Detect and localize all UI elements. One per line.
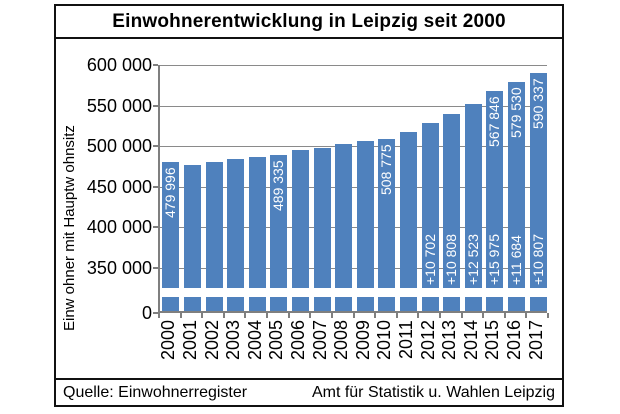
x-tick-label-2003: 2003 [223, 320, 244, 361]
bar-2010 [378, 138, 396, 311]
bar-2015 [486, 91, 504, 311]
bar-2005 [270, 154, 288, 311]
x-tick-label-2014: 2014 [460, 320, 481, 361]
chart-frame: Einwohnerentwicklung in Leipzig seit 200… [54, 4, 564, 407]
y-tick-label-550000: 550 000 [86, 95, 152, 116]
x-tick-label-2017: 2017 [525, 320, 546, 361]
y-tick-label-350000: 350 000 [86, 257, 152, 278]
y-tick-0 [153, 312, 158, 314]
y-tick-label-600000: 600 000 [86, 55, 152, 75]
bar-value-label-2005: 489 335 [270, 159, 287, 211]
x-tick-label-2008: 2008 [331, 320, 352, 361]
gridline-600000 [160, 65, 547, 66]
x-tick-15 [482, 313, 485, 318]
chart-title-bar: Einwohnerentwicklung in Leipzig seit 200… [56, 6, 562, 39]
x-tick-label-2005: 2005 [266, 320, 287, 361]
gridline-350000 [160, 267, 547, 269]
bar-delta-label-2015: +15 975 [486, 234, 503, 285]
x-tick-0 [158, 313, 160, 318]
footer-bar: Quelle: Einwohnerregister Amt für Statis… [56, 378, 562, 405]
bar-value-label-2016: 579 530 [508, 86, 525, 138]
x-tick-9 [352, 313, 355, 318]
y-tick-label-500000: 500 000 [86, 136, 152, 156]
axis-break-band [160, 288, 547, 297]
y-tick-400000 [153, 226, 158, 228]
bar-2006 [291, 150, 309, 311]
bar-value-label-2015: 567 846 [486, 96, 503, 147]
bar-2011 [400, 131, 418, 311]
gridline-450000 [160, 186, 547, 188]
x-tick-6 [287, 313, 290, 318]
chart-region: Einw ohner mit Hauptw ohnsitz 479 996 489… [56, 39, 562, 378]
x-tick-14 [460, 313, 463, 318]
bar-2003 [227, 158, 245, 311]
x-tick-13 [438, 313, 441, 318]
x-tick-5 [266, 313, 269, 318]
x-tick-label-2002: 2002 [201, 320, 222, 361]
bar-value-label-2000: 479 996 [162, 167, 179, 218]
y-tick-label-400000: 400 000 [86, 217, 152, 237]
y-tick-350000 [153, 266, 158, 269]
x-tick-label-2015: 2015 [482, 320, 503, 361]
x-tick-12 [417, 313, 420, 318]
bar-2004 [248, 157, 266, 311]
y-tick-label-0: 0 [141, 303, 152, 323]
bar-delta-label-2013: +10 808 [443, 234, 460, 285]
x-tick-label-2000: 2000 [158, 320, 179, 361]
x-tick-label-2009: 2009 [352, 320, 373, 361]
y-tick-450000 [153, 185, 158, 188]
bar-2007 [313, 148, 331, 311]
bar-2008 [335, 143, 353, 311]
x-tick-label-2010: 2010 [374, 320, 395, 361]
bar-2014 [464, 103, 482, 311]
x-tick-10 [374, 313, 377, 318]
bar-2013 [443, 114, 461, 311]
x-tick-label-2016: 2016 [504, 320, 525, 361]
x-tick-16 [503, 313, 506, 318]
bar-2001 [183, 164, 201, 311]
x-tick-label-2006: 2006 [287, 320, 308, 361]
bar-2016 [508, 81, 526, 311]
y-tick-550000 [153, 104, 158, 107]
x-tick-label-2004: 2004 [244, 320, 265, 361]
x-tick-label-2013: 2013 [439, 320, 460, 361]
bar-2012 [421, 122, 439, 311]
x-tick-1 [179, 313, 182, 318]
x-tick-18 [547, 313, 549, 318]
bar-2000 [162, 162, 180, 311]
bar-2009 [356, 141, 374, 311]
bar-delta-label-2017: +10 807 [529, 234, 546, 285]
bar-delta-label-2016: +11 684 [508, 235, 525, 285]
y-tick-600000 [153, 64, 158, 66]
agency-label: Amt für Statistik u. Wahlen Leipzig [311, 383, 555, 401]
x-tick-17 [525, 313, 528, 318]
gridline-500000 [160, 146, 547, 147]
x-tick-8 [330, 313, 333, 318]
x-tick-7 [309, 313, 312, 318]
bar-value-label-2010: 508 775 [378, 143, 395, 195]
chart-title: Einwohnerentwicklung in Leipzig seit 200… [112, 10, 506, 32]
x-tick-label-2001: 2001 [179, 320, 200, 361]
gridline-400000 [160, 227, 547, 228]
bar-2017 [529, 72, 547, 311]
bar-value-label-2017: 590 337 [529, 77, 546, 129]
plot-area: 479 996 489 335 508 775 +10 702 +10 808 +12 5… [158, 65, 547, 313]
gridline-550000 [160, 105, 547, 107]
bar-delta-label-2014: +12 523 [464, 234, 481, 285]
x-tick-label-2011: 2011 [396, 320, 417, 359]
x-tick-4 [244, 313, 247, 318]
x-tick-2 [201, 313, 204, 318]
source-label: Quelle: Einwohnerregister [63, 383, 248, 401]
x-tick-label-2012: 2012 [417, 320, 438, 361]
bar-delta-label-2012: +10 702 [421, 234, 438, 285]
bar-2002 [205, 162, 223, 311]
x-tick-3 [222, 313, 225, 318]
x-tick-label-2007: 2007 [309, 320, 330, 361]
x-tick-11 [395, 313, 398, 318]
y-tick-500000 [153, 145, 158, 147]
y-tick-label-450000: 450 000 [86, 176, 152, 197]
